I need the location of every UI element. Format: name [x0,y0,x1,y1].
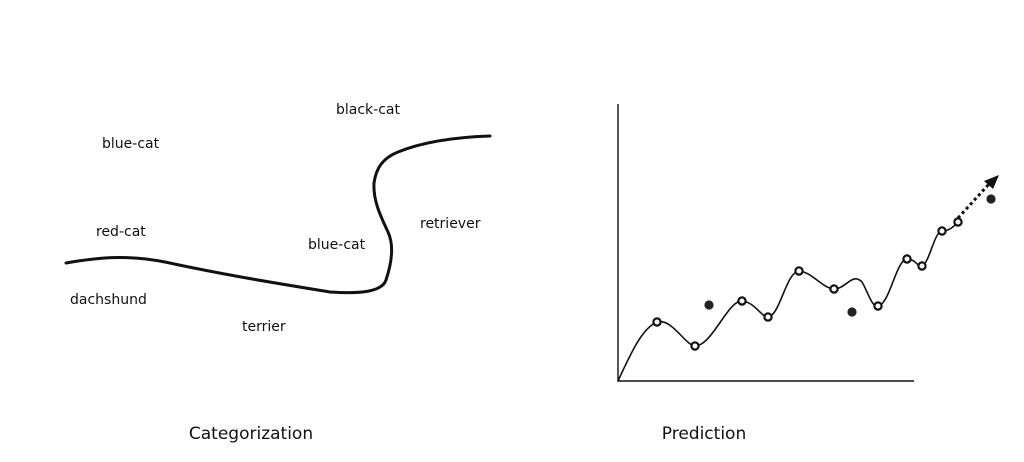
observed-point [902,254,912,264]
observed-point [737,296,747,306]
forecast-arrow-head-icon [984,175,999,189]
outlier-point [704,300,714,310]
outlier-points [704,194,996,317]
decision-boundary-curve [64,134,492,295]
observed-point [763,312,773,322]
label-blue-cat-middle: blue-cat [308,237,366,253]
observed-point [937,226,947,236]
caption-prediction: Prediction [662,424,746,444]
observed-point [690,341,700,351]
observed-point [873,301,883,311]
outlier-point [847,307,857,317]
forecast-dotted-line [956,182,991,220]
observed-point [652,317,662,327]
observed-point [829,284,839,294]
label-red-cat: red-cat [96,224,146,240]
outlier-point [986,194,996,204]
fitted-curve [617,221,959,382]
prediction-panel: Prediction [617,104,999,444]
observed-points [652,217,963,351]
label-dachshund: dachshund [70,292,147,308]
categorization-panel: blue-cat black-cat red-cat blue-cat retr… [64,102,492,444]
label-terrier: terrier [242,319,286,335]
label-blue-cat-top: blue-cat [102,136,160,152]
label-black-cat: black-cat [336,102,400,118]
observed-point [917,261,927,271]
observed-point [953,217,963,227]
caption-categorization: Categorization [189,424,313,444]
observed-point [794,266,804,276]
label-retriever: retriever [420,216,481,232]
